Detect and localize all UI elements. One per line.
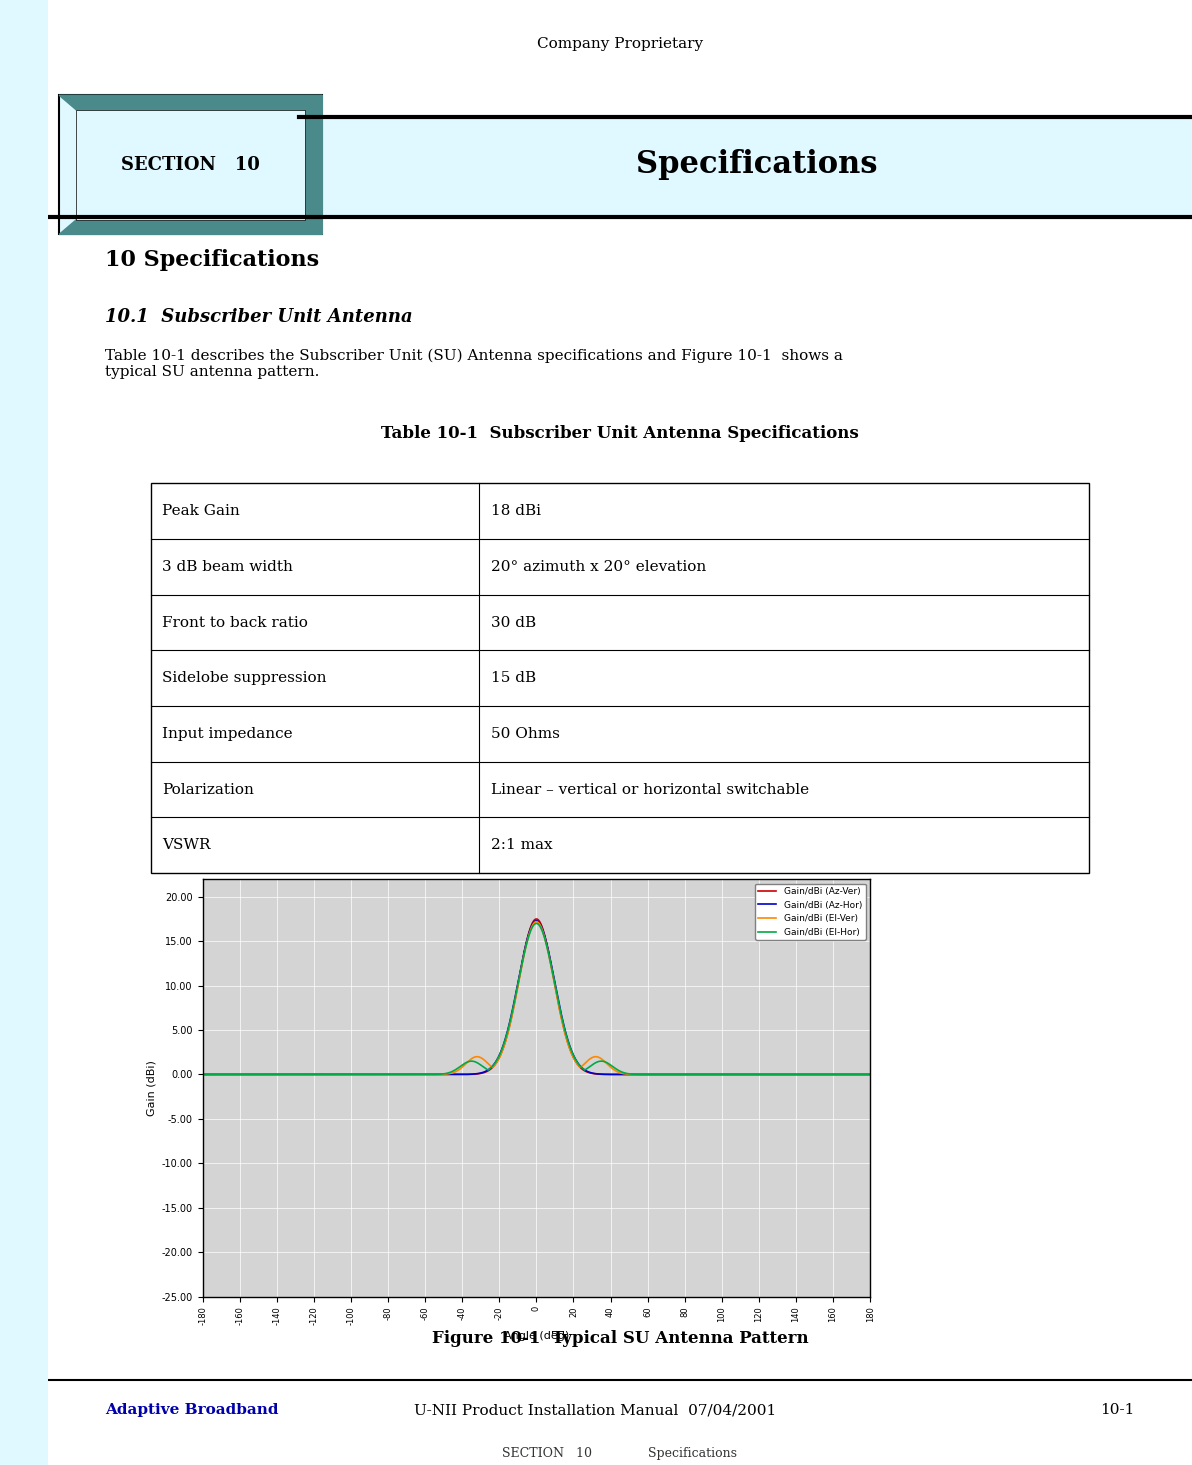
Text: Input impedance: Input impedance <box>162 727 293 741</box>
Text: Polarization: Polarization <box>162 782 254 797</box>
Text: Table 10-1  Subscriber Unit Antenna Specifications: Table 10-1 Subscriber Unit Antenna Speci… <box>381 425 858 442</box>
Text: Peak Gain: Peak Gain <box>162 504 240 519</box>
Polygon shape <box>305 95 322 234</box>
Text: 50 Ohms: 50 Ohms <box>491 727 559 741</box>
FancyBboxPatch shape <box>60 95 322 234</box>
Polygon shape <box>60 220 322 234</box>
Y-axis label: Gain (dBi): Gain (dBi) <box>147 1059 156 1116</box>
Text: 10-1: 10-1 <box>1100 1403 1135 1418</box>
FancyBboxPatch shape <box>322 117 1192 217</box>
Text: 30 dB: 30 dB <box>491 615 535 630</box>
Text: Specifications: Specifications <box>637 148 879 180</box>
Polygon shape <box>60 95 322 110</box>
Text: 10 Specifications: 10 Specifications <box>105 249 319 271</box>
FancyBboxPatch shape <box>150 483 1089 873</box>
Text: Linear – vertical or horizontal switchable: Linear – vertical or horizontal switchab… <box>491 782 808 797</box>
Text: SECTION   10: SECTION 10 <box>122 155 260 174</box>
Legend: Gain/dBi (Az-Ver), Gain/dBi (Az-Hor), Gain/dBi (El-Ver), Gain/dBi (El-Hor): Gain/dBi (Az-Ver), Gain/dBi (Az-Hor), Ga… <box>755 883 865 941</box>
Text: 15 dB: 15 dB <box>491 671 535 686</box>
FancyBboxPatch shape <box>76 110 305 220</box>
Text: Figure 10-1  Typical SU Antenna Pattern: Figure 10-1 Typical SU Antenna Pattern <box>432 1330 808 1348</box>
Text: SECTION   10              Specifications: SECTION 10 Specifications <box>502 1447 738 1461</box>
Text: 10.1  Subscriber Unit Antenna: 10.1 Subscriber Unit Antenna <box>105 308 412 325</box>
Text: Adaptive Broadband: Adaptive Broadband <box>105 1403 279 1418</box>
Text: Sidelobe suppression: Sidelobe suppression <box>162 671 327 686</box>
Text: 2:1 max: 2:1 max <box>491 838 552 853</box>
Text: 3 dB beam width: 3 dB beam width <box>162 560 293 574</box>
X-axis label: Angle (deg): Angle (deg) <box>504 1330 569 1340</box>
Text: Company Proprietary: Company Proprietary <box>536 37 703 51</box>
Text: 20° azimuth x 20° elevation: 20° azimuth x 20° elevation <box>491 560 706 574</box>
Text: Front to back ratio: Front to back ratio <box>162 615 308 630</box>
Text: U-NII Product Installation Manual  07/04/2001: U-NII Product Installation Manual 07/04/… <box>414 1403 776 1418</box>
Text: Table 10-1 describes the Subscriber Unit (SU) Antenna specifications and Figure : Table 10-1 describes the Subscriber Unit… <box>105 349 843 379</box>
Text: VSWR: VSWR <box>162 838 211 853</box>
Text: 18 dBi: 18 dBi <box>491 504 540 519</box>
